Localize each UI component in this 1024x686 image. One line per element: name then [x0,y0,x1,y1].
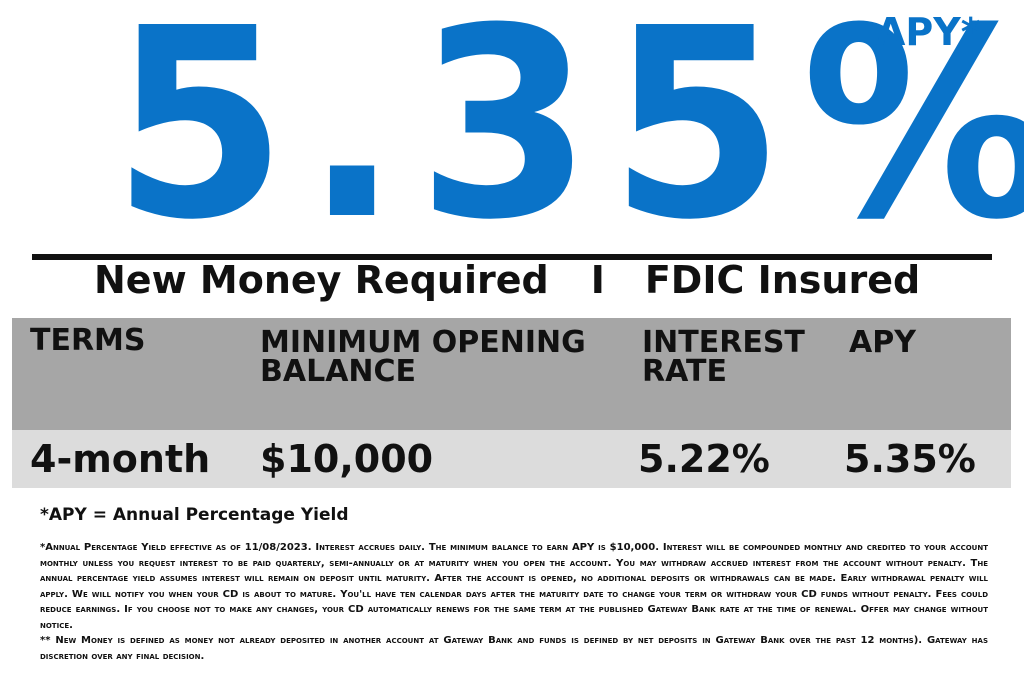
fine-print: *Annual Percentage Yield effective as of… [40,540,988,664]
subtitle-separator: I [590,258,605,302]
cell-interest-rate: 5.22% [638,437,770,481]
header-min-balance: MINIMUM OPENING BALANCE [260,325,586,389]
hero-rate: 5.35% [112,0,1024,277]
fine-print-disclosure: *Annual Percentage Yield effective as of… [40,542,988,631]
header-terms: TERMS [30,323,146,358]
fine-print-new-money: ** New Money is defined as money not alr… [40,635,988,662]
header-apy: APY [849,325,916,360]
cell-min-balance: $10,000 [260,437,434,481]
apy-definition: *APY = Annual Percentage Yield [40,505,349,525]
cell-apy: 5.35% [844,437,976,481]
rate-table-header: TERMS MINIMUM OPENING BALANCE INTEREST R… [12,318,1011,430]
cell-terms: 4-month [30,437,211,481]
subtitle: New Money Required I FDIC Insured [94,258,920,302]
subtitle-new-money: New Money Required [94,258,549,302]
divider-line [32,254,992,260]
rate-table-row: 4-month $10,000 5.22% 5.35% [12,430,1011,488]
hero-apy-label: APY* [876,10,981,54]
subtitle-fdic-insured: FDIC Insured [644,258,921,302]
header-interest-rate: INTEREST RATE [642,325,805,389]
